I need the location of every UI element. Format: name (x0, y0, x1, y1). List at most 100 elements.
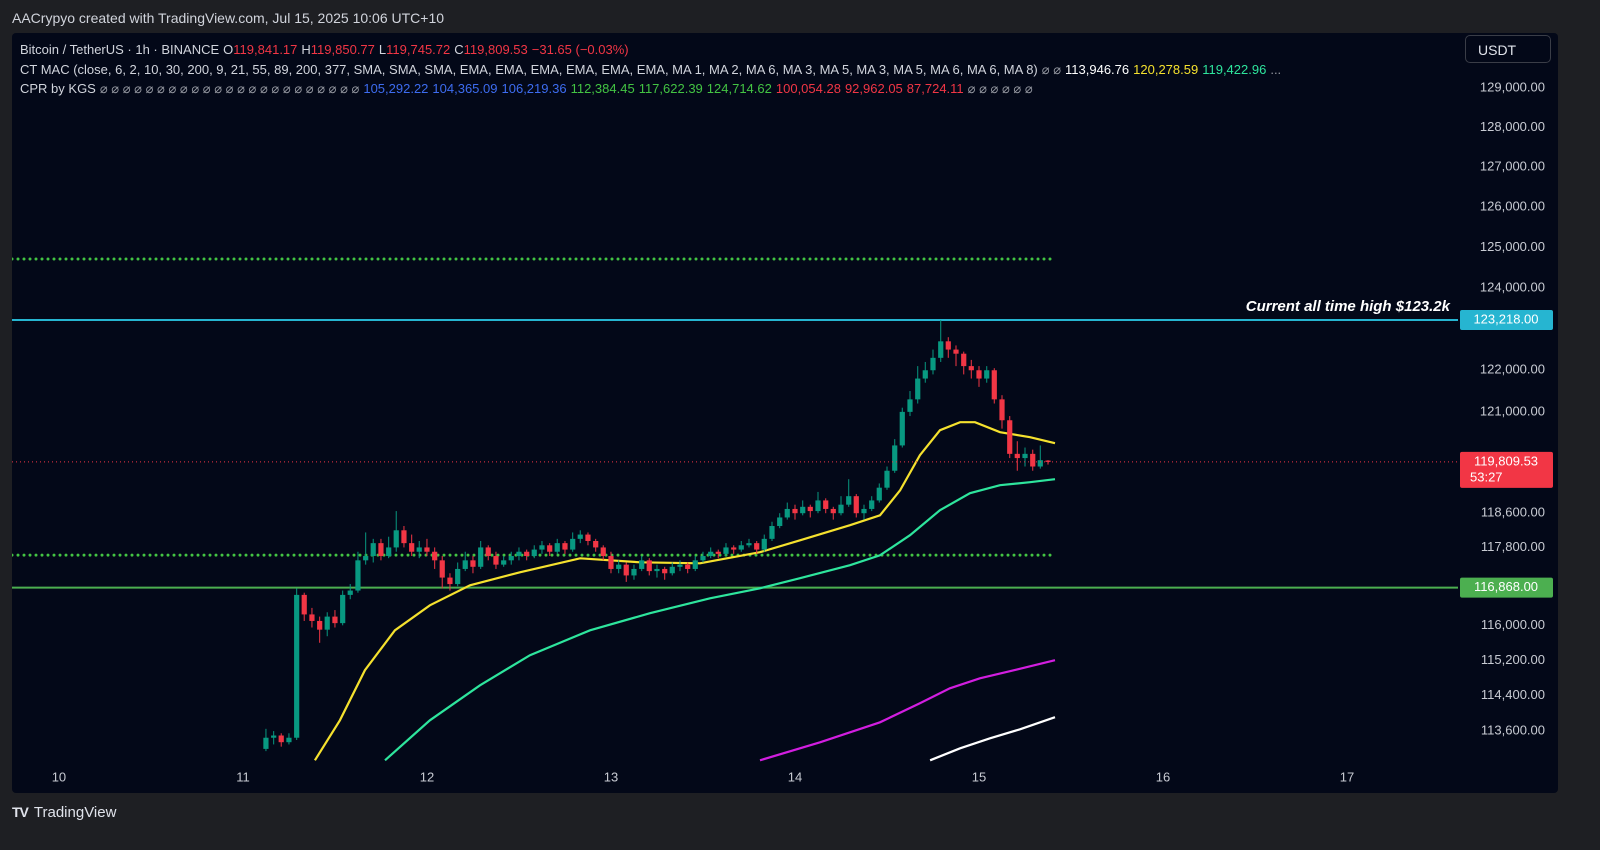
candle-body (317, 620, 323, 630)
candle-body (508, 556, 514, 561)
x-tick-label: 11 (236, 769, 250, 784)
currency-button[interactable]: USDT (1465, 35, 1551, 63)
candle-body (539, 545, 545, 550)
candle-body (961, 353, 967, 367)
candle-body (294, 594, 300, 738)
y-tick-label: 116,000.00 (1481, 617, 1545, 632)
candle-body (715, 551, 721, 554)
candle-body (424, 547, 430, 552)
candle-body (669, 566, 675, 574)
candle-body (478, 547, 484, 567)
watermark: AACrypyo created with TradingView.com, J… (12, 10, 445, 26)
candle-body (562, 543, 568, 550)
candle-body (930, 357, 936, 371)
x-tick-label: 15 (972, 769, 986, 784)
indicator-value: 106,219.36 (501, 81, 567, 96)
candle-body (416, 547, 422, 552)
candle-body (616, 564, 622, 569)
candle-body (271, 735, 277, 738)
candle-body (976, 370, 982, 379)
x-tick-label: 13 (604, 769, 618, 784)
countdown: 53:27 (1470, 469, 1503, 484)
candle-body (585, 534, 591, 541)
candle-body (455, 568, 461, 585)
symbol: Bitcoin / TetherUS · 1h · BINANCE (20, 42, 220, 57)
y-tick-label: 128,000.00 (1480, 119, 1545, 134)
candle-body (570, 538, 576, 550)
candle-body (355, 560, 361, 591)
candle-body (631, 568, 637, 576)
candle-body (922, 370, 928, 379)
indicator-value: 87,724.11 (906, 81, 964, 96)
candle-body (516, 551, 522, 557)
indicator-value: 117,622.39 (638, 81, 703, 96)
candle-body (823, 500, 829, 509)
candle-body (1022, 453, 1028, 459)
y-tick-label: 118,600.00 (1481, 505, 1545, 520)
indicator-value: 119,422.96 (1202, 61, 1267, 77)
y-tick-label: 126,000.00 (1480, 199, 1545, 214)
candle-body (554, 543, 560, 552)
last-price-bg (1460, 451, 1553, 488)
candle-body (1045, 460, 1051, 462)
candle-body (784, 508, 790, 518)
candle-body (723, 547, 729, 554)
indicator-value: 124,714.62 (706, 81, 772, 96)
footer: TV TradingView (12, 804, 116, 821)
x-tick-label: 17 (1340, 769, 1354, 784)
ma-line (929, 716, 1056, 762)
indicator-value: 100,054.28 (775, 81, 841, 96)
candle-body (593, 540, 599, 548)
candle-body (493, 556, 499, 565)
candle-body (386, 547, 392, 557)
price-label: 116,868.00 (1474, 579, 1538, 594)
candle-body (286, 737, 292, 743)
candle-body (639, 560, 645, 569)
logo: TV (12, 804, 29, 820)
indicator-value: 92,962.05 (844, 81, 903, 96)
candle-body (363, 556, 369, 561)
ma-line (759, 659, 1056, 762)
candle-body (370, 543, 376, 557)
candle-body (470, 560, 476, 567)
y-tick-label: 117,800.00 (1481, 539, 1545, 554)
candle-body (439, 560, 445, 578)
price-label: 123,218.00 (1473, 311, 1538, 326)
candle-body (1014, 453, 1020, 459)
candle-body (754, 543, 760, 550)
candle-body (600, 547, 606, 557)
ohlc-value: 119,809.53 (463, 42, 528, 57)
candle-body (830, 508, 836, 514)
candle-body (876, 487, 882, 501)
candle-body (800, 506, 806, 514)
ma-line (384, 478, 1056, 762)
candle-body (846, 496, 852, 505)
candle-body (646, 560, 652, 572)
candle-body (401, 530, 407, 544)
candle-body (884, 470, 890, 488)
candle-body (907, 399, 913, 412)
y-tick-label: 124,000.00 (1480, 279, 1545, 294)
candle-body (462, 560, 468, 569)
candle-body (738, 545, 744, 550)
price-label-bg (1460, 577, 1553, 598)
indicator-flags: ⌀ ⌀ (1041, 61, 1062, 77)
ohlc-key: L (378, 42, 387, 57)
ohlc-value: 119,850.77 (310, 42, 375, 57)
candle-body (853, 496, 859, 514)
candle-body (991, 370, 997, 400)
annotation: Current all time high $123.2k (1246, 298, 1451, 315)
indicator-value: 113,946.76 (1065, 61, 1130, 77)
candle-body (892, 445, 898, 471)
candle-body (915, 378, 921, 400)
candle-body (278, 735, 284, 743)
y-tick-label: 129,000.00 (1480, 80, 1545, 95)
ohlc-key: H (301, 42, 311, 57)
candle-body (432, 551, 438, 561)
candle-body (984, 370, 990, 379)
candle-body (708, 551, 714, 557)
candle-body (654, 568, 660, 572)
candle-body (577, 534, 583, 539)
y-tick-label: 121,000.00 (1480, 403, 1545, 418)
